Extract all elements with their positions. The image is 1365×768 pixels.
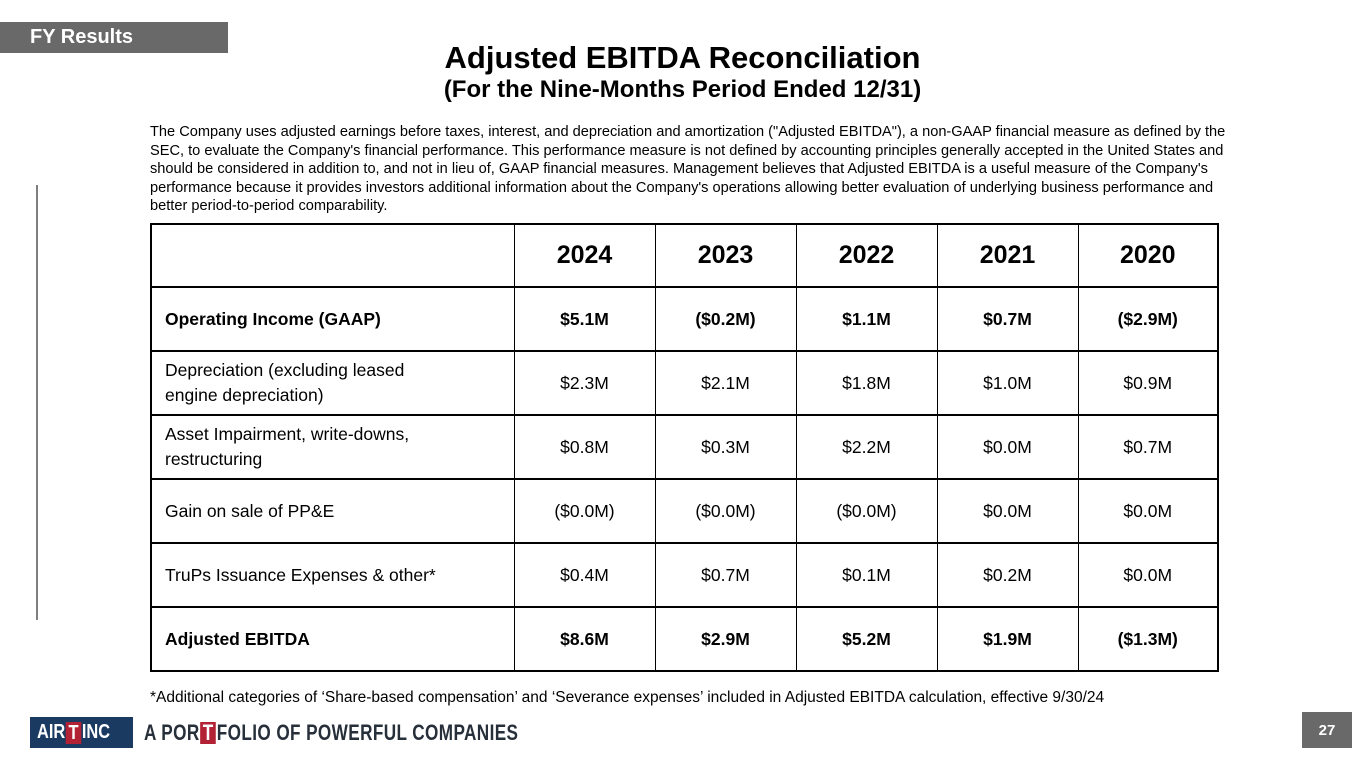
table-row-asset-impairment: Asset Impairment, write-downs, restructu… [150, 414, 1219, 480]
row-label: Adjusted EBITDA [150, 606, 515, 672]
cell-value: $0.4M [513, 542, 656, 608]
table-row-adjusted-ebitda: Adjusted EBITDA $8.6M $2.9M $5.2M $1.9M … [150, 606, 1219, 672]
tagline-after: FOLIO OF POWERFUL COMPANIES [216, 719, 519, 745]
row-label: Gain on sale of PP&E [150, 478, 515, 544]
table-row-gain-on-sale: Gain on sale of PP&E ($0.0M) ($0.0M) ($0… [150, 478, 1219, 544]
cell-value: $0.7M [1077, 414, 1219, 480]
cell-value: $0.0M [1077, 542, 1219, 608]
cell-value: ($0.0M) [513, 478, 656, 544]
row-label: Depreciation (excluding leased engine de… [150, 350, 515, 416]
cell-value: $0.9M [1077, 350, 1219, 416]
cell-value: $5.1M [513, 286, 656, 352]
cell-value: $0.0M [936, 478, 1079, 544]
logo-red-t: T [66, 721, 82, 744]
cell-value: $5.2M [795, 606, 938, 672]
header-blank-cell [150, 223, 515, 288]
cell-value: $2.9M [654, 606, 797, 672]
cell-value: $2.3M [513, 350, 656, 416]
cell-value: $0.8M [513, 414, 656, 480]
cell-value: $8.6M [513, 606, 656, 672]
vertical-accent-line [36, 185, 38, 620]
cell-value: $0.7M [936, 286, 1079, 352]
cell-value: $1.0M [936, 350, 1079, 416]
cell-value: $0.3M [654, 414, 797, 480]
cell-value: $1.8M [795, 350, 938, 416]
fy-results-tag: FY Results [0, 22, 228, 53]
header-year-2023: 2023 [654, 223, 797, 288]
cell-value: ($2.9M) [1077, 286, 1219, 352]
logo-tagline: A POR T FOLIO OF POWERFUL COMPANIES [144, 720, 518, 746]
disclosure-paragraph: The Company uses adjusted earnings befor… [150, 124, 1226, 214]
airt-logo: AIR T INC A POR T FOLIO OF POWERFUL COMPANIE… [30, 717, 624, 748]
cell-value: $2.1M [654, 350, 797, 416]
header-year-2024: 2024 [513, 223, 656, 288]
ebitda-reconciliation-table: 2024 2023 2022 2021 2020 Operating Incom… [150, 223, 1219, 672]
header-year-2020: 2020 [1077, 223, 1219, 288]
cell-value: $1.1M [795, 286, 938, 352]
title-block: Adjusted EBITDA Reconciliation (For the … [0, 40, 1365, 104]
logo-text-air: AIR [37, 721, 66, 743]
header-year-2021: 2021 [936, 223, 1079, 288]
cell-value: $0.7M [654, 542, 797, 608]
cell-value: ($1.3M) [1077, 606, 1219, 672]
page-number-badge: 27 [1302, 712, 1352, 748]
table-row-depreciation: Depreciation (excluding leased engine de… [150, 350, 1219, 416]
row-label: Operating Income (GAAP) [150, 286, 515, 352]
logo-text-inc: INC [81, 721, 111, 743]
table-row-operating-income: Operating Income (GAAP) $5.1M ($0.2M) $1… [150, 286, 1219, 352]
cell-value: $0.2M [936, 542, 1079, 608]
header-year-2022: 2022 [795, 223, 938, 288]
table-row-trups: TruPs Issuance Expenses & other* $0.4M $… [150, 542, 1219, 608]
row-label: Asset Impairment, write-downs, restructu… [150, 414, 515, 480]
cell-value: $1.9M [936, 606, 1079, 672]
airt-logo-mark: AIR T INC [30, 717, 134, 748]
page-title: Adjusted EBITDA Reconciliation [444, 40, 921, 75]
tagline-before: A POR [144, 719, 200, 745]
cell-value: $0.1M [795, 542, 938, 608]
cell-value: $2.2M [795, 414, 938, 480]
cell-value: ($0.0M) [654, 478, 797, 544]
page-subtitle: (For the Nine-Months Period Ended 12/31) [443, 76, 922, 103]
footnote: *Additional categories of ‘Share-based c… [150, 689, 1105, 706]
cell-value: $0.0M [1077, 478, 1219, 544]
cell-value: ($0.2M) [654, 286, 797, 352]
table-header-row: 2024 2023 2022 2021 2020 [150, 223, 1219, 288]
cell-value: $0.0M [936, 414, 1079, 480]
row-label: TruPs Issuance Expenses & other* [150, 542, 515, 608]
tagline-red-t: T [200, 721, 217, 744]
cell-value: ($0.0M) [795, 478, 938, 544]
